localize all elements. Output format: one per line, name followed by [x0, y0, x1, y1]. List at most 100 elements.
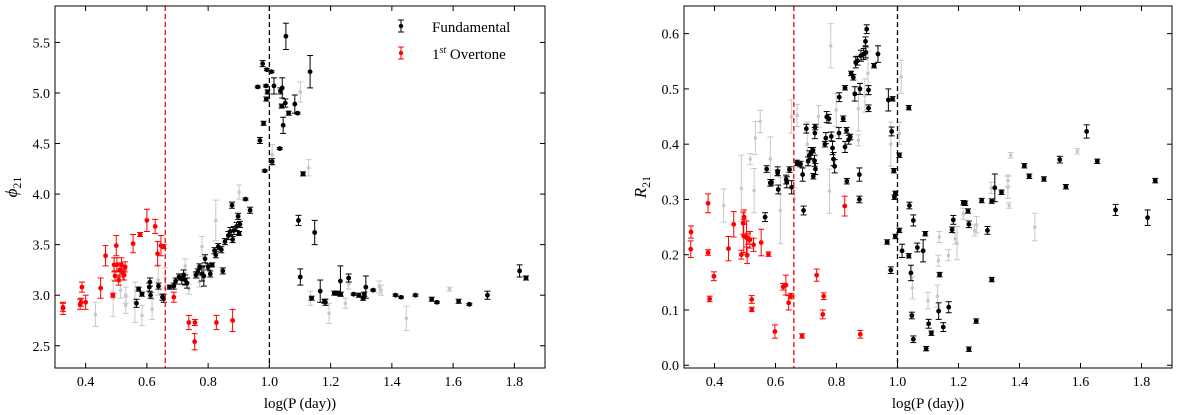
data-point — [199, 236, 205, 258]
marker — [828, 134, 834, 139]
marker — [184, 280, 190, 286]
data-point — [823, 111, 830, 124]
data-point — [973, 318, 980, 324]
data-point — [428, 296, 435, 302]
marker — [227, 229, 233, 234]
data-point — [909, 276, 916, 300]
marker — [1026, 173, 1032, 179]
marker — [123, 303, 128, 308]
data-point — [146, 277, 153, 287]
x-axis-label: log(P (day)) — [892, 396, 964, 412]
marker — [866, 87, 871, 93]
marker — [834, 108, 838, 112]
marker — [280, 122, 286, 128]
marker — [914, 245, 920, 250]
data-point — [945, 301, 952, 314]
data-point — [964, 208, 971, 214]
marker — [955, 241, 959, 245]
marker — [857, 331, 863, 337]
data-point — [297, 268, 304, 286]
data-point — [308, 295, 315, 301]
data-point — [202, 254, 209, 264]
r21-panel: 0.4 0.6 0.8 1.0 1.2 1.4 1.6 1.8 0.0 0.1 0.2 0.3 0.4 0… — [631, 5, 1173, 412]
marker — [923, 346, 929, 352]
marker — [758, 240, 764, 245]
marker — [183, 264, 187, 268]
marker — [112, 273, 118, 279]
x-tick-label: 1.2 — [322, 375, 340, 390]
marker — [937, 235, 942, 239]
marker — [377, 285, 382, 289]
data-point — [317, 279, 324, 303]
data-point — [978, 197, 985, 204]
data-point — [752, 121, 759, 156]
data-point — [934, 284, 941, 308]
marker — [93, 312, 98, 317]
data-point — [282, 22, 289, 50]
marker — [731, 221, 737, 227]
data-point — [523, 275, 530, 281]
marker — [826, 116, 832, 122]
data-point — [797, 160, 804, 168]
y-axis-label-symbol: ϕ — [2, 188, 21, 197]
data-point — [297, 81, 304, 103]
data-point — [856, 195, 863, 204]
y-tick-label: 0.4 — [662, 138, 680, 153]
data-point — [923, 345, 930, 352]
data-point — [762, 212, 769, 223]
marker — [247, 207, 253, 213]
data-point — [821, 140, 828, 148]
marker — [953, 236, 957, 241]
marker — [810, 147, 816, 153]
marker — [890, 96, 896, 102]
y-axis-label-subscript: 21 — [10, 177, 24, 189]
data-point — [392, 292, 399, 298]
data-point — [905, 104, 912, 111]
marker — [306, 165, 311, 170]
data-point — [326, 302, 333, 325]
data-point — [269, 158, 276, 166]
marker — [705, 200, 711, 206]
marker — [857, 86, 863, 92]
data-point — [263, 67, 270, 73]
data-point — [1006, 202, 1013, 209]
marker — [707, 296, 713, 302]
marker — [885, 97, 891, 103]
data-point — [855, 134, 862, 147]
data-point — [398, 294, 405, 300]
marker — [775, 187, 781, 192]
marker — [286, 110, 292, 116]
data-point — [710, 271, 717, 282]
marker — [1021, 163, 1027, 169]
marker — [892, 234, 898, 239]
marker — [832, 163, 838, 169]
marker — [749, 297, 755, 302]
data-point — [342, 297, 349, 309]
marker — [778, 208, 783, 213]
data-point — [813, 268, 820, 282]
marker — [906, 253, 912, 259]
marker — [813, 166, 818, 172]
marker — [753, 136, 758, 140]
marker — [456, 298, 462, 304]
x-tick-label: 1.8 — [506, 375, 524, 390]
data-point — [847, 133, 854, 141]
data-point — [455, 298, 462, 304]
marker — [150, 307, 154, 312]
data-point — [218, 246, 225, 254]
marker — [758, 119, 763, 124]
marker — [140, 313, 144, 318]
y-axis-label: R21 — [631, 176, 653, 199]
marker — [346, 282, 351, 286]
marker — [79, 284, 85, 290]
marker — [114, 262, 120, 268]
marker — [1084, 129, 1089, 134]
y-tick-label: 0.6 — [662, 28, 680, 43]
marker — [910, 286, 915, 290]
marker — [992, 185, 998, 191]
data-point — [744, 246, 751, 265]
data-point — [865, 85, 872, 95]
marker — [840, 116, 846, 122]
marker — [899, 248, 905, 254]
data-point — [300, 171, 307, 177]
